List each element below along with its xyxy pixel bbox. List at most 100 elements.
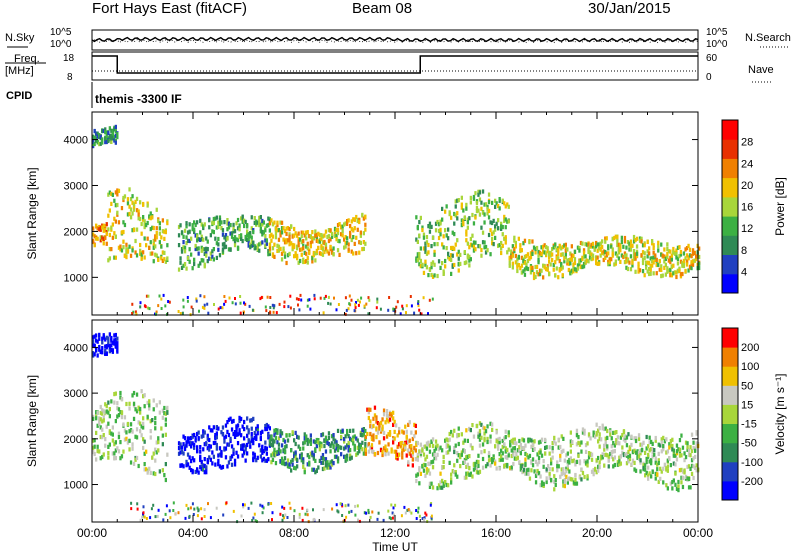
echo-cell	[282, 461, 285, 466]
echo-cell	[320, 441, 323, 446]
echo-cell	[563, 472, 566, 477]
echo-cell	[501, 232, 504, 237]
echo-cell	[196, 449, 199, 454]
echo-cell	[660, 267, 663, 272]
echo-cell	[422, 462, 426, 467]
echo-cell	[323, 457, 326, 462]
echo-cell	[456, 211, 459, 216]
echo-cell	[239, 301, 242, 305]
echo-cell	[232, 431, 235, 437]
echo-cell	[215, 425, 218, 430]
echo-cell	[161, 218, 164, 223]
echo-cell	[300, 247, 303, 252]
echo-cell	[569, 477, 572, 482]
echo-cell	[597, 428, 600, 433]
echo-cell	[494, 198, 497, 203]
echo-cell	[194, 436, 197, 441]
echo-cell	[280, 226, 284, 231]
echo-cell	[459, 453, 462, 458]
echo-cell	[457, 453, 460, 458]
echo-cell	[93, 141, 96, 147]
echo-cell	[506, 219, 509, 224]
colorbar-swatch	[722, 177, 738, 198]
echo-cell	[554, 242, 557, 247]
echo-cell	[518, 438, 521, 444]
echo-cell	[95, 131, 98, 136]
echo-cell	[465, 238, 468, 243]
echo-cell	[209, 251, 212, 256]
echo-cell	[654, 476, 657, 481]
echo-cell	[481, 442, 485, 447]
echo-cell	[226, 236, 229, 241]
echo-cell	[649, 271, 652, 276]
echo-cell	[517, 263, 520, 268]
echo-cell	[483, 220, 486, 225]
echo-cell	[312, 453, 315, 458]
echo-cell	[93, 451, 96, 457]
echo-cell	[271, 457, 275, 462]
echo-cell	[209, 457, 212, 462]
echo-cell	[618, 459, 621, 464]
echo-cell	[513, 238, 516, 243]
echo-cell	[220, 465, 223, 470]
echo-cell	[547, 464, 550, 469]
echo-cell	[365, 302, 368, 306]
echo-cell	[142, 416, 145, 421]
echo-cell	[212, 440, 215, 446]
echo-cell	[534, 480, 538, 485]
echo-cell	[242, 503, 244, 507]
echo-cell	[583, 431, 586, 436]
echo-cell	[666, 251, 669, 256]
echo-cell	[218, 446, 222, 451]
echo-cell	[418, 481, 421, 486]
echo-cell	[274, 461, 278, 466]
echo-cell	[612, 457, 615, 462]
echo-cell	[258, 242, 261, 247]
echo-cell	[560, 434, 563, 439]
echo-cell	[442, 454, 445, 459]
echo-cell	[427, 461, 430, 466]
echo-cell	[333, 454, 337, 459]
echo-cell	[297, 435, 300, 440]
echo-cell	[306, 241, 309, 246]
power-echo-band	[415, 189, 510, 279]
echo-cell	[481, 240, 485, 245]
echo-cell	[269, 311, 272, 315]
echo-cell	[654, 456, 657, 461]
echo-cell	[233, 235, 237, 240]
echo-cell	[610, 444, 613, 449]
echo-cell	[601, 250, 604, 255]
echo-cell	[203, 430, 206, 435]
echo-cell	[107, 336, 110, 341]
echo-cell	[183, 444, 187, 449]
echo-cell	[581, 430, 585, 435]
echo-cell	[378, 440, 381, 445]
echo-cell	[218, 215, 222, 220]
echo-cell	[311, 259, 314, 264]
echo-cell	[427, 468, 430, 473]
echo-cell	[366, 443, 369, 448]
echo-cell	[188, 222, 191, 227]
echo-cell	[188, 465, 191, 470]
echo-cell	[631, 263, 634, 268]
echo-cell	[673, 270, 677, 275]
echo-cell	[441, 217, 444, 222]
echo-cell	[285, 444, 288, 449]
echo-cell	[246, 433, 249, 438]
echo-cell	[489, 421, 492, 426]
echo-cell	[93, 334, 96, 339]
colorbar-swatch	[722, 158, 738, 179]
echo-cell	[617, 242, 620, 247]
echo-cell	[116, 345, 119, 350]
echo-cell	[437, 259, 441, 264]
echo-cell	[675, 270, 678, 275]
echo-cell	[232, 237, 235, 242]
echo-cell	[212, 425, 215, 430]
echo-cell	[407, 422, 410, 427]
echo-cell	[104, 349, 107, 354]
echo-cell	[477, 470, 480, 475]
echo-cell	[104, 344, 107, 349]
echo-cell	[404, 442, 407, 447]
echo-cell	[359, 432, 362, 437]
echo-cell	[663, 462, 666, 467]
